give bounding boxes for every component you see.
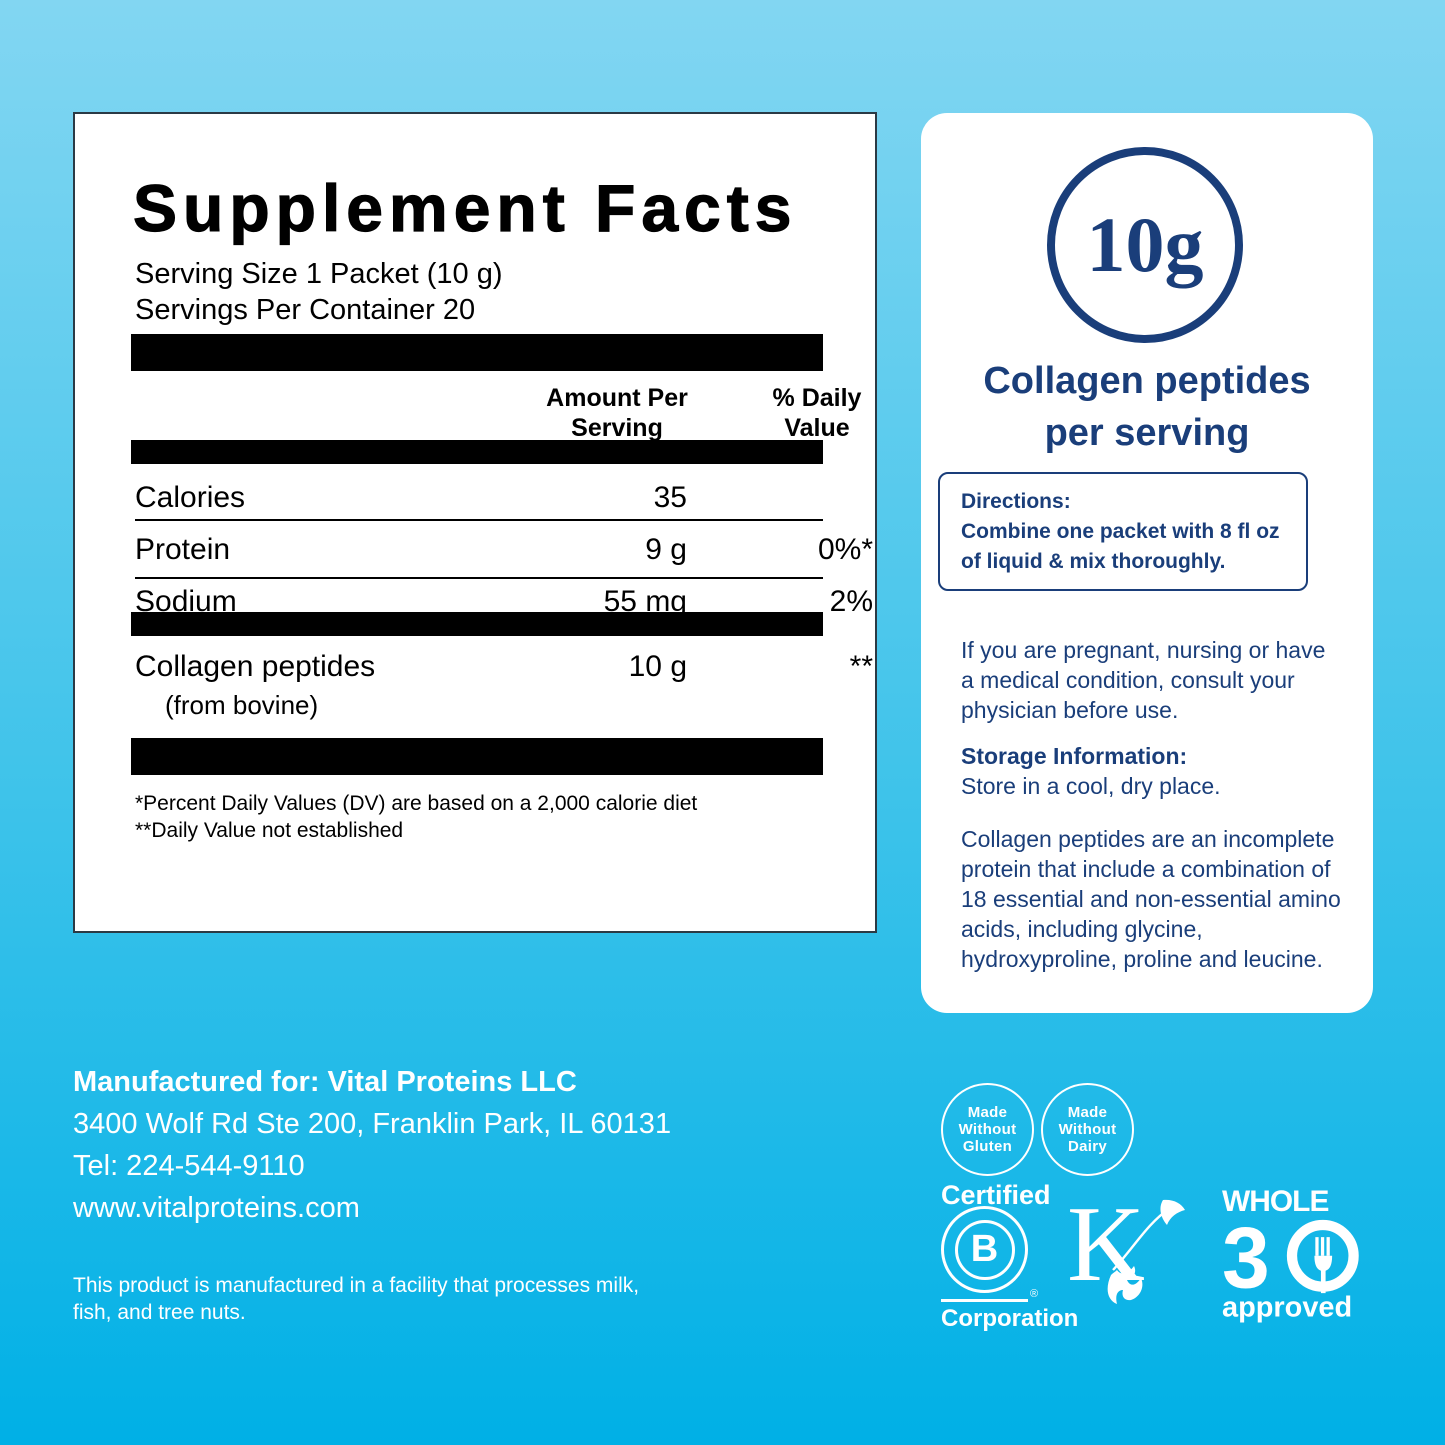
svg-text:approved: approved bbox=[1222, 1291, 1352, 1323]
